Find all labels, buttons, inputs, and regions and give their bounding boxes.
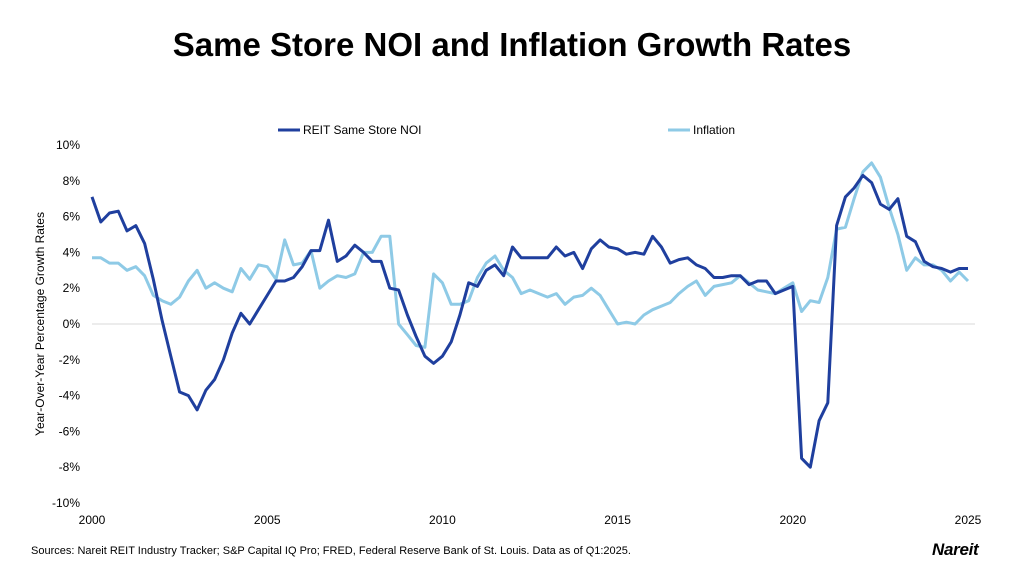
legend-label: Inflation	[693, 123, 735, 137]
y-tick-label: -4%	[59, 389, 81, 403]
y-axis-label: Year-Over-Year Percentage Growth Rates	[33, 212, 47, 436]
y-tick-label: 0%	[63, 317, 81, 331]
x-axis-ticks: 2000 2005 2010 2015 2020 2025	[79, 513, 982, 527]
nareit-logo: Nareit	[932, 540, 979, 559]
x-tick-label: 2020	[779, 513, 806, 527]
x-tick-label: 2000	[79, 513, 106, 527]
series-lines	[90, 161, 970, 469]
y-tick-label: 6%	[63, 210, 81, 224]
legend: REIT Same Store NOI Inflation	[278, 123, 735, 137]
y-tick-label: 4%	[63, 245, 81, 259]
y-axis-ticks: 10% 8% 6% 4% 2% 0% -2% -4% -6% -8% -10%	[52, 138, 80, 510]
x-tick-label: 2025	[955, 513, 982, 527]
y-tick-label: -10%	[52, 496, 80, 510]
series-line-reit-noi	[90, 173, 968, 469]
y-tick-label: 8%	[63, 174, 81, 188]
y-tick-label: -2%	[59, 353, 81, 367]
series-line-inflation	[92, 161, 970, 349]
x-tick-label: 2005	[254, 513, 281, 527]
source-note: Sources: Nareit REIT Industry Tracker; S…	[31, 545, 631, 557]
x-tick-label: 2015	[604, 513, 631, 527]
y-tick-label: -6%	[59, 424, 81, 438]
y-tick-label: 2%	[63, 281, 81, 295]
chart-title: Same Store NOI and Inflation Growth Rate…	[172, 26, 852, 63]
y-tick-label: -8%	[59, 460, 81, 474]
x-tick-label: 2010	[429, 513, 456, 527]
y-tick-label: 10%	[56, 138, 80, 152]
legend-label: REIT Same Store NOI	[303, 123, 421, 137]
